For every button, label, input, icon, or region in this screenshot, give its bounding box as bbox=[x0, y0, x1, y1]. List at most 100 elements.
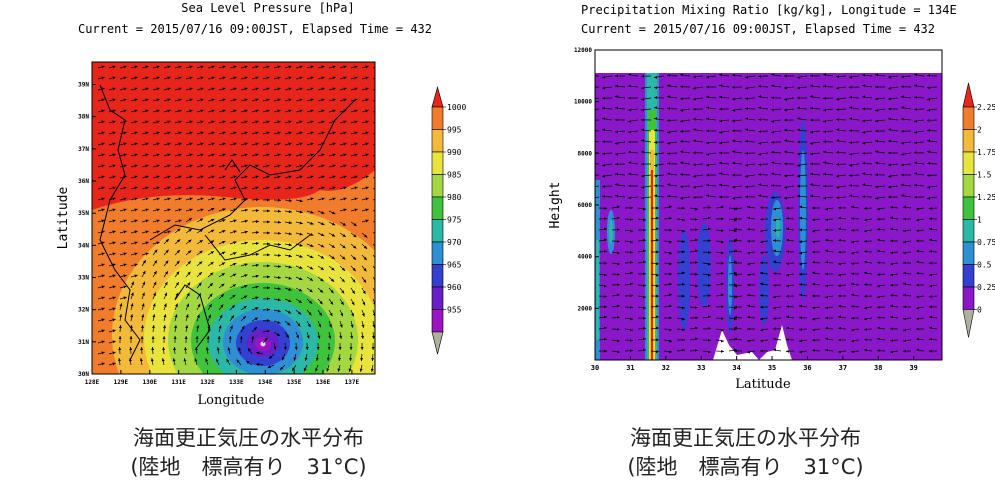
wind-arrowhead bbox=[903, 205, 906, 209]
wind-arrowhead bbox=[604, 261, 607, 265]
wind-vectors-cross-section bbox=[589, 73, 938, 354]
wind-arrowhead bbox=[823, 108, 826, 112]
wind-arrowhead bbox=[352, 279, 356, 283]
wind-arrow bbox=[372, 254, 375, 258]
wind-arrowhead bbox=[721, 261, 724, 265]
wind-arrowhead bbox=[721, 317, 724, 320]
wind-arrowhead bbox=[101, 252, 105, 256]
wind-arrowhead bbox=[799, 240, 802, 244]
wind-arrowhead bbox=[372, 313, 375, 317]
wind-arrowhead bbox=[161, 358, 165, 362]
wind-arrowhead bbox=[112, 87, 116, 91]
wind-arrowhead bbox=[732, 173, 735, 177]
wind-arrowhead bbox=[266, 65, 270, 69]
wind-arrowhead bbox=[797, 117, 800, 120]
wind-arrowhead bbox=[354, 87, 358, 91]
wind-arrowhead bbox=[901, 173, 904, 177]
wind-arrowhead bbox=[628, 184, 631, 188]
wind-arrowhead bbox=[273, 346, 277, 350]
wind-arrowhead bbox=[101, 208, 105, 212]
right-caption-line1: 海面更正気圧の水平分布 bbox=[630, 426, 861, 450]
wind-arrowhead bbox=[643, 284, 646, 288]
wind-arrowhead bbox=[838, 338, 841, 342]
wind-arrowhead bbox=[604, 337, 607, 341]
wind-arrowhead bbox=[343, 175, 347, 179]
wind-arrowhead bbox=[890, 315, 893, 319]
wind-arrowhead bbox=[602, 164, 605, 167]
wind-arrowhead bbox=[112, 175, 116, 179]
wind-arrowhead bbox=[734, 271, 737, 275]
wind-arrowhead bbox=[244, 274, 248, 278]
wind-arrowhead bbox=[339, 335, 343, 339]
wind-arrowhead bbox=[734, 326, 737, 330]
wind-arrow bbox=[595, 185, 600, 187]
wind-arrowhead bbox=[849, 75, 852, 79]
wind-arrowhead bbox=[219, 314, 223, 319]
wind-arrowhead bbox=[244, 263, 248, 267]
wind-arrowhead bbox=[810, 84, 813, 88]
wind-arrowhead bbox=[178, 65, 182, 69]
wind-arrowhead bbox=[151, 336, 155, 340]
wind-arrowhead bbox=[134, 274, 138, 278]
wind-arrowhead bbox=[888, 185, 891, 189]
wind-arrowhead bbox=[167, 153, 171, 157]
x-tick-label: 34 bbox=[732, 364, 740, 372]
wind-arrowhead bbox=[589, 109, 592, 112]
wind-arrowhead bbox=[862, 119, 865, 123]
wind-arrowhead bbox=[134, 87, 138, 91]
wind-arrowhead bbox=[297, 323, 301, 327]
wind-arrowhead bbox=[186, 292, 190, 297]
y-tick-label: 8000 bbox=[578, 150, 593, 157]
wind-arrowhead bbox=[708, 216, 711, 220]
wind-arrowhead bbox=[695, 337, 698, 341]
wind-arrowhead bbox=[233, 230, 237, 234]
wind-arrowhead bbox=[799, 350, 802, 354]
wind-arrowhead bbox=[643, 260, 646, 264]
wind-arrowhead bbox=[888, 107, 891, 111]
wind-arrowhead bbox=[732, 161, 735, 165]
wind-arrowhead bbox=[721, 339, 724, 343]
wind-arrowhead bbox=[255, 142, 259, 146]
wind-arrowhead bbox=[864, 218, 867, 222]
wind-arrowhead bbox=[310, 120, 314, 124]
wind-arrowhead bbox=[255, 186, 259, 190]
wind-arrowhead bbox=[189, 208, 193, 212]
wind-arrowhead bbox=[376, 65, 379, 68]
wind-arrowhead bbox=[838, 262, 841, 266]
wind-arrowhead bbox=[199, 218, 204, 222]
wind-arrowhead bbox=[706, 129, 709, 133]
wind-arrowhead bbox=[167, 87, 171, 91]
x-tick-label: 39 bbox=[909, 364, 917, 372]
wind-arrowhead bbox=[719, 73, 722, 77]
wind-arrowhead bbox=[862, 195, 865, 198]
wind-arrowhead bbox=[890, 262, 893, 266]
wind-arrowhead bbox=[760, 349, 763, 353]
wind-arrowhead bbox=[175, 303, 178, 307]
wind-arrowhead bbox=[719, 161, 722, 165]
wind-arrowhead bbox=[343, 120, 347, 124]
wind-arrowhead bbox=[255, 98, 259, 102]
wind-arrowhead bbox=[210, 229, 215, 233]
wind-arrowhead bbox=[101, 285, 105, 289]
wind-arrowhead bbox=[288, 120, 292, 124]
wind-arrowhead bbox=[604, 326, 607, 330]
wind-arrowhead bbox=[167, 142, 171, 146]
wind-arrowhead bbox=[196, 325, 200, 329]
wind-arrowhead bbox=[210, 218, 215, 222]
wind-arrowhead bbox=[101, 362, 105, 366]
wind-arrowhead bbox=[244, 285, 248, 288]
wind-arrowhead bbox=[864, 338, 867, 342]
wind-arrowhead bbox=[188, 218, 192, 222]
wind-arrowhead bbox=[321, 175, 325, 179]
wind-arrowhead bbox=[232, 273, 237, 277]
wind-arrowhead bbox=[277, 98, 281, 102]
wind-arrowhead bbox=[211, 164, 215, 168]
wind-arrowhead bbox=[602, 194, 605, 198]
wind-arrowhead bbox=[823, 184, 826, 188]
wind-arrowhead bbox=[221, 262, 226, 266]
wind-arrowhead bbox=[654, 86, 657, 90]
wind-arrowhead bbox=[222, 197, 226, 201]
wind-arrowhead bbox=[604, 217, 607, 221]
wind-arrowhead bbox=[916, 239, 919, 243]
wind-arrowhead bbox=[101, 76, 105, 80]
